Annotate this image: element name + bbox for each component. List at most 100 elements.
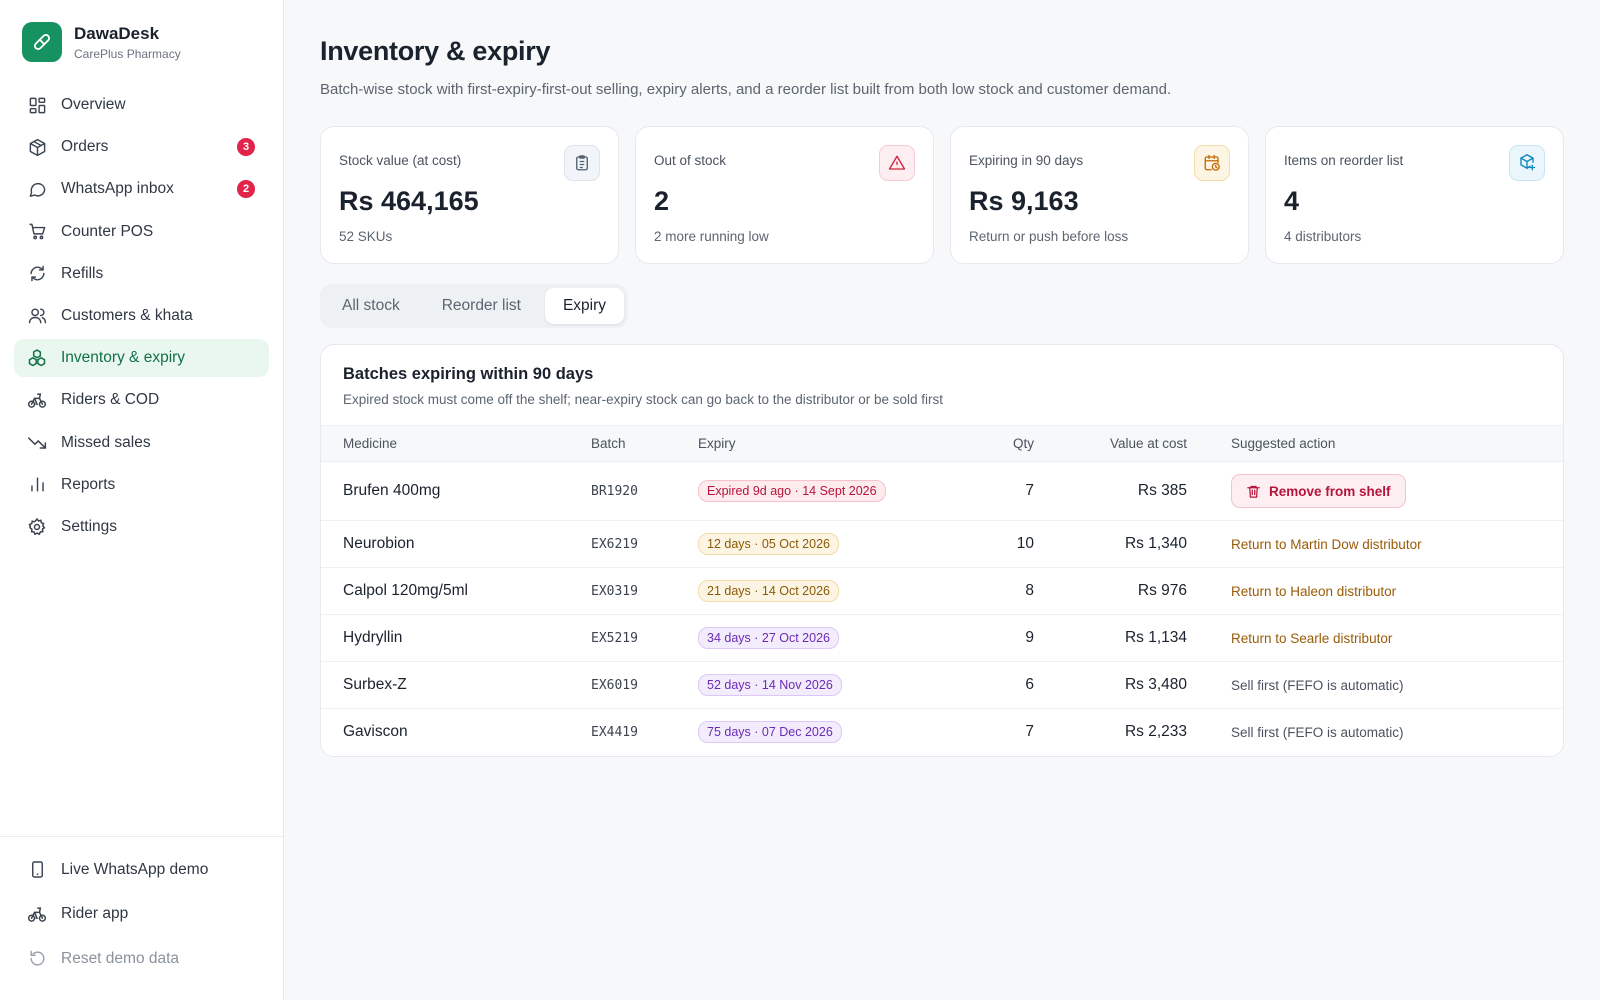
rider-app-link[interactable]: Rider app: [14, 895, 269, 933]
qty-value: 7: [956, 708, 1056, 756]
inventory-tabs: All stock Reorder list Expiry: [320, 284, 629, 328]
column-header-batch[interactable]: Batch: [569, 425, 676, 462]
page-title: Inventory & expiry: [320, 36, 551, 66]
sidebar-item-riders-cod[interactable]: Riders & COD: [14, 381, 269, 419]
medicine-name: Hydryllin: [321, 614, 569, 662]
chat-bubble-icon: [26, 178, 48, 200]
table-row: Calpol 120mg/5ml EX0319 21 days · 14 Oct…: [321, 567, 1563, 615]
sidebar-item-label: Settings: [61, 517, 118, 535]
expiry-badge: 21 days · 14 Oct 2026: [698, 580, 839, 602]
remove-from-shelf-button[interactable]: Remove from shelf: [1231, 474, 1406, 508]
suggested-action: Return to Haleon distributor: [1209, 567, 1563, 615]
table-row: Brufen 400mg BR1920 Expired 9d ago · 14 …: [321, 461, 1563, 521]
medicine-name: Surbex-Z: [321, 661, 569, 709]
sidebar-item-customers-khata[interactable]: Customers & khata: [14, 297, 269, 335]
sidebar-item-whatsapp-inbox[interactable]: WhatsApp inbox 2: [14, 170, 269, 208]
qty-value: 6: [956, 661, 1056, 709]
suggested-action: Return to Searle distributor: [1209, 614, 1563, 662]
boxes-icon: [26, 347, 48, 369]
sidebar-item-label: Inventory & expiry: [61, 349, 186, 367]
sidebar-item-label: Customers & khata: [61, 306, 193, 324]
column-header-expiry[interactable]: Expiry: [676, 425, 956, 462]
suggested-action: Sell first (FEFO is automatic): [1209, 708, 1563, 756]
brand-name: DawaDesk: [74, 23, 160, 43]
stat-label: Items on reorder list: [1284, 153, 1404, 168]
cost-value: Rs 1,134: [1056, 614, 1209, 662]
sidebar-item-reports[interactable]: Reports: [14, 466, 269, 504]
sidebar-item-label: Rider app: [61, 905, 129, 922]
stat-value: Rs 9,163: [969, 186, 1079, 216]
stat-card-stock-value: Stock value (at cost) Rs 464,165 52 SKUs: [320, 126, 619, 264]
refresh-icon: [26, 263, 48, 285]
reset-demo-data-button[interactable]: Reset demo data: [14, 940, 269, 978]
gear-icon: [26, 516, 48, 538]
panel-subtitle: Expired stock must come off the shelf; n…: [343, 392, 944, 407]
tab-all-stock[interactable]: All stock: [342, 297, 400, 314]
medicine-name: Brufen 400mg: [321, 461, 569, 521]
batch-code: EX5219: [569, 614, 676, 662]
stat-hint: 52 SKUs: [339, 229, 393, 244]
sidebar-item-missed-sales[interactable]: Missed sales: [14, 424, 269, 462]
table-row: Hydryllin EX5219 34 days · 27 Oct 2026 9…: [321, 614, 1563, 662]
expiry-badge: 52 days · 14 Nov 2026: [698, 674, 842, 696]
sidebar-item-settings[interactable]: Settings: [14, 508, 269, 546]
brand-subtitle: CarePlus Pharmacy: [74, 46, 181, 61]
grid-icon: [26, 94, 48, 116]
sidebar-item-label: Live WhatsApp demo: [61, 860, 209, 878]
sidebar-item-inventory-expiry[interactable]: Inventory & expiry: [14, 339, 269, 378]
page-subtitle: Batch-wise stock with first-expiry-first…: [320, 81, 1172, 98]
sidebar-item-orders[interactable]: Orders 3: [14, 128, 269, 166]
bike-icon: [26, 389, 48, 411]
column-header-medicine[interactable]: Medicine: [321, 425, 569, 462]
sidebar-nav: Overview Orders 3 WhatsApp inbox 2 Count…: [0, 72, 283, 550]
sidebar-item-counter-pos[interactable]: Counter POS: [14, 213, 269, 251]
batch-code: EX6019: [569, 661, 676, 709]
warning-icon: [879, 145, 915, 181]
tab-expiry[interactable]: Expiry: [544, 288, 625, 324]
suggested-action: Sell first (FEFO is automatic): [1209, 661, 1563, 709]
calendar-clock-icon: [1194, 145, 1230, 181]
table-row: Surbex-Z EX6019 52 days · 14 Nov 2026 6 …: [321, 661, 1563, 709]
medicine-name: Gaviscon: [321, 708, 569, 756]
sidebar-footer: Live WhatsApp demo Rider app Reset demo …: [0, 835, 283, 1000]
qty-value: 8: [956, 567, 1056, 615]
qty-value: 7: [956, 461, 1056, 521]
sidebar-item-refills[interactable]: Refills: [14, 255, 269, 293]
tab-reorder-list[interactable]: Reorder list: [441, 297, 521, 314]
expiry-badge: 12 days · 05 Oct 2026: [698, 533, 839, 555]
clipboard-icon: [564, 145, 600, 181]
batch-code: EX6219: [569, 520, 676, 568]
column-header-value[interactable]: Value at cost: [1056, 425, 1209, 462]
stat-label: Out of stock: [654, 153, 727, 168]
table-row: Gaviscon EX4419 75 days · 07 Dec 2026 7 …: [321, 708, 1563, 756]
stat-hint: 4 distributors: [1284, 229, 1362, 244]
medicine-name: Calpol 120mg/5ml: [321, 567, 569, 615]
trash-icon: [1247, 485, 1260, 498]
sidebar-item-label: WhatsApp inbox: [61, 180, 174, 198]
column-header-action[interactable]: Suggested action: [1209, 425, 1563, 462]
stat-card-reorder: Items on reorder list 4 4 distributors: [1265, 126, 1564, 264]
sidebar-item-overview[interactable]: Overview: [14, 86, 269, 124]
stat-hint: 2 more running low: [654, 229, 769, 244]
table-row: Neurobion EX6219 12 days · 05 Oct 2026 1…: [321, 520, 1563, 568]
expiry-badge: 34 days · 27 Oct 2026: [698, 627, 839, 649]
qty-value: 10: [956, 520, 1056, 568]
stat-label: Stock value (at cost): [339, 153, 462, 168]
sidebar-item-label: Missed sales: [61, 433, 151, 451]
cost-value: Rs 2,233: [1056, 708, 1209, 756]
cost-value: Rs 385: [1056, 461, 1209, 521]
phone-icon: [26, 859, 48, 881]
sidebar-item-label: Riders & COD: [61, 391, 160, 409]
stat-value: 4: [1284, 186, 1300, 216]
stat-hint: Return or push before loss: [969, 229, 1129, 244]
expiry-badge: Expired 9d ago · 14 Sept 2026: [698, 480, 886, 502]
stat-card-expiring: Expiring in 90 days Rs 9,163 Return or p…: [950, 126, 1249, 264]
sidebar-item-label: Reports: [61, 475, 116, 493]
live-whatsapp-demo-link[interactable]: Live WhatsApp demo: [14, 851, 269, 889]
sidebar: DawaDesk CarePlus Pharmacy Overview Orde…: [0, 0, 284, 1000]
batch-code: BR1920: [569, 461, 676, 521]
column-header-qty[interactable]: Qty: [956, 425, 1056, 462]
reset-icon: [26, 948, 48, 970]
stat-value: 2: [654, 186, 670, 216]
bike-icon: [26, 903, 48, 925]
